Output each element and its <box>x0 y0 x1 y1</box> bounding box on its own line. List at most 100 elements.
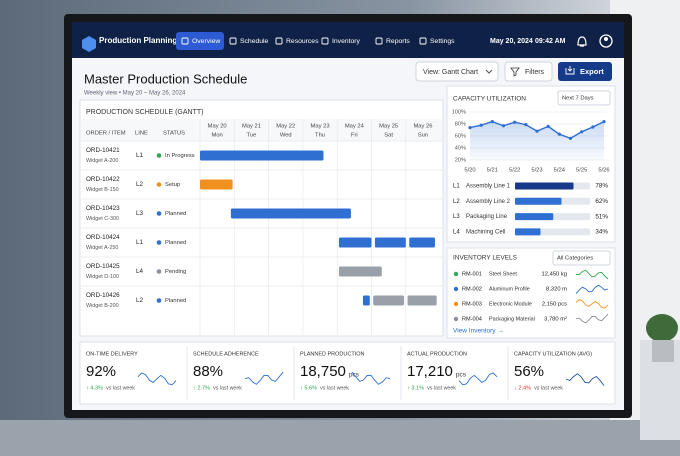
line-code: L1 <box>136 152 144 159</box>
capacity-bar <box>515 182 574 190</box>
page-title: Master Production Schedule <box>84 71 247 86</box>
sparkline <box>458 372 498 386</box>
order-item: Widget B-200 <box>86 303 119 309</box>
nav-icon <box>229 37 237 45</box>
nav-item[interactable]: Overview <box>192 38 220 45</box>
capacity-point <box>524 123 528 127</box>
nav-icon <box>375 37 383 45</box>
day-date: May 23 <box>311 124 330 130</box>
gantt-header-row <box>81 119 442 141</box>
line-code: L1 <box>136 239 144 246</box>
top-bar <box>72 22 624 58</box>
category-dropdown[interactable] <box>552 250 611 266</box>
y-tick-label: 60% <box>455 133 466 139</box>
item-qty: 12,450 kg <box>542 272 567 278</box>
status: In Progress <box>165 153 195 159</box>
gantt-bar[interactable] <box>338 266 382 277</box>
category-dropdown-label: All Categories <box>557 256 593 262</box>
gantt-bar[interactable] <box>338 237 372 248</box>
x-tick-label: 5/24 <box>554 168 566 174</box>
line-code: L3 <box>136 210 144 217</box>
item-name: Packaging Material <box>489 316 535 322</box>
user-icon[interactable] <box>599 34 613 48</box>
status: Pending <box>165 269 186 275</box>
nav-icon <box>181 37 189 45</box>
kpi-note: vs last week <box>320 385 349 391</box>
item-dot <box>453 286 459 292</box>
y-tick-label: 80% <box>455 121 466 127</box>
sparkline <box>244 371 284 385</box>
bar-value: 62% <box>595 198 608 205</box>
nav-item[interactable]: Inventory <box>332 38 361 45</box>
gantt-bar[interactable] <box>374 237 406 248</box>
day-weekday: Thu <box>315 133 325 139</box>
kpi-unit: pcs <box>456 372 467 379</box>
sparkline <box>565 373 605 386</box>
export-icon <box>565 66 575 75</box>
capacity-title: CAPACITY UTILIZATION <box>453 96 526 103</box>
gantt-bar[interactable] <box>200 150 324 161</box>
kpi-note: vs last week <box>427 385 456 391</box>
day-weekday: Sat <box>384 133 393 139</box>
capacity-point <box>546 124 550 128</box>
nav-item[interactable]: Settings <box>430 38 455 45</box>
item-qty: 2,150 pcs <box>542 302 567 308</box>
gantt-bar[interactable] <box>362 295 370 306</box>
nav-item[interactable]: Schedule <box>240 38 269 45</box>
order-item: Widget A-250 <box>86 245 118 251</box>
order-id: ORD-10421 <box>86 147 120 154</box>
range-dropdown-label: Next 7 Days <box>562 96 594 102</box>
view-button[interactable] <box>415 61 499 82</box>
notifications-icon[interactable] <box>577 36 587 47</box>
capacity-point <box>490 120 494 124</box>
sparkline <box>575 269 609 280</box>
export-button[interactable] <box>558 62 612 81</box>
filters-button[interactable] <box>504 61 553 82</box>
capacity-point <box>468 126 472 130</box>
kpi-change: ↑ 3.1% <box>407 385 424 391</box>
sparkline <box>575 313 609 324</box>
day-date: May 22 <box>276 124 295 130</box>
x-tick-label: 5/22 <box>509 168 520 174</box>
capacity-bar <box>515 197 562 205</box>
item-name: Steel Sheet <box>489 271 517 277</box>
sparkline <box>137 372 177 386</box>
kpi-label: ACTUAL PRODUCTION <box>407 351 467 357</box>
kpi-change: ↑ 4.3% <box>86 385 103 391</box>
view-inventory-link[interactable]: View Inventory → <box>453 328 504 335</box>
range-dropdown[interactable] <box>557 90 611 106</box>
gantt-bar[interactable] <box>200 179 233 190</box>
gantt-bar[interactable] <box>409 237 435 248</box>
item-dot <box>453 271 459 277</box>
gantt-bar[interactable] <box>407 295 437 306</box>
order-id: ORD-10426 <box>86 292 120 299</box>
item-dot <box>453 301 459 307</box>
order-item: Widget C-300 <box>86 216 119 222</box>
kpi-label: PLANNED PRODUCTION <box>300 351 365 357</box>
status: Planned <box>165 211 186 217</box>
export-button-label: Export <box>580 67 604 76</box>
capacity-area <box>470 121 604 160</box>
nav-icon <box>419 37 427 45</box>
nav-item[interactable]: Reports <box>386 38 410 45</box>
nav-item[interactable]: Resources <box>286 38 319 45</box>
capacity-point <box>501 124 506 128</box>
status-dot <box>156 269 162 274</box>
bar-value: 34% <box>595 229 608 236</box>
capacity-point <box>591 125 595 129</box>
gantt-bar[interactable] <box>373 295 405 306</box>
floor <box>0 420 680 456</box>
date: May 20, 2024 <box>490 38 533 45</box>
capacity-point <box>479 123 483 127</box>
day-weekday: Wed <box>280 133 292 139</box>
line-name: Packaging Line <box>466 214 508 220</box>
filters-button-label: Filters <box>525 69 545 76</box>
plant-pot <box>652 340 674 362</box>
order-item: Widget D-100 <box>86 274 119 280</box>
item-name: Electronic Module <box>489 301 532 307</box>
order-id: ORD-10422 <box>86 176 120 183</box>
capacity-point <box>568 136 573 140</box>
gantt-col-header: ORDER / ITEM <box>86 131 126 137</box>
gantt-bar[interactable] <box>230 208 351 219</box>
